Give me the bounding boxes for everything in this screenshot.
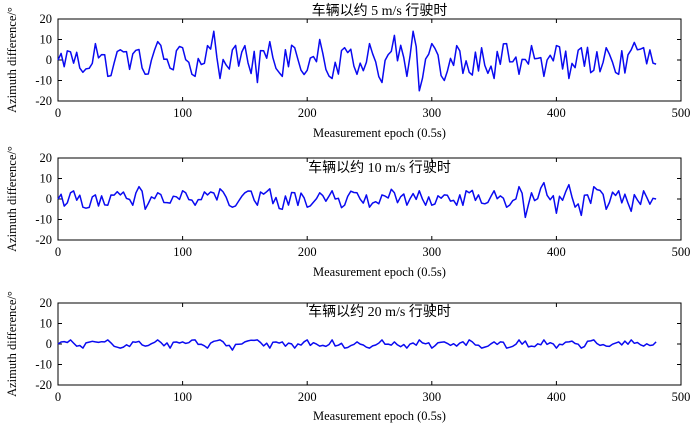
x-axis-title: Measurement epoch (0.5s) [313, 409, 446, 423]
chart-panel-1: 0 100 200 300 400 500 -20 -10 0 10 20 车辆以约 5 m/s 行驶… [5, 2, 690, 140]
x-tick-label: 100 [173, 390, 192, 404]
x-tick-label: 200 [298, 106, 317, 120]
y-tick-label: -10 [35, 213, 52, 227]
y-tick-label: 0 [46, 337, 52, 351]
y-axis-title: Azimuth difference/° [5, 291, 19, 397]
series-line [57, 181, 657, 219]
y-tick-label: -20 [35, 94, 52, 108]
chart-title: 车辆以约 5 m/s 行驶时 [312, 2, 448, 19]
y-tick-label: 0 [46, 53, 52, 67]
chart-title: 车辆以约 10 m/s 行驶时 [308, 159, 451, 176]
x-axis-title: Measurement epoch (0.5s) [313, 265, 446, 279]
x-tick-label: 500 [672, 245, 691, 259]
x-tick-label: 0 [55, 390, 61, 404]
series-line [57, 339, 657, 351]
x-tick-label: 400 [547, 245, 566, 259]
y-tick-label: 10 [40, 317, 53, 331]
chart-title: 车辆以约 20 m/s 行驶时 [308, 303, 451, 320]
x-tick-label: 300 [422, 390, 441, 404]
y-tick-label: -20 [35, 233, 52, 247]
x-tick-label: 200 [298, 245, 317, 259]
x-tick-label: 500 [672, 106, 691, 120]
y-axis-title: Azimuth difference/° [5, 146, 19, 252]
x-tick-label: 200 [298, 390, 317, 404]
x-tick-label: 0 [55, 245, 61, 259]
x-tick-label: 300 [422, 245, 441, 259]
x-axis-title: Measurement epoch (0.5s) [313, 126, 446, 140]
y-tick-label: -10 [35, 358, 52, 372]
y-tick-label: 10 [40, 172, 53, 186]
series-line [57, 30, 657, 92]
y-tick-label: 20 [40, 296, 53, 310]
y-tick-label: -20 [35, 378, 52, 392]
x-tick-label: 0 [55, 106, 61, 120]
x-tick-label: 300 [422, 106, 441, 120]
x-tick-label: 100 [173, 245, 192, 259]
chart-panel-2: 0 100 200 300 400 500 -20 -10 0 10 20 车辆以约 10 m/s 行… [5, 146, 690, 279]
y-tick-label: -10 [35, 74, 52, 88]
y-tick-label: 10 [40, 33, 53, 47]
y-tick-label: 20 [40, 151, 53, 165]
x-tick-label: 100 [173, 106, 192, 120]
y-axis-title: Azimuth difference/° [5, 7, 19, 113]
x-tick-label: 400 [547, 390, 566, 404]
chart-panel-3: 0 100 200 300 400 500 -20 -10 0 10 20 车辆以约 20 m/s 行… [5, 291, 690, 423]
x-tick-label: 400 [547, 106, 566, 120]
y-tick-label: 0 [46, 192, 52, 206]
x-tick-label: 500 [672, 390, 691, 404]
y-tick-label: 20 [40, 12, 53, 26]
